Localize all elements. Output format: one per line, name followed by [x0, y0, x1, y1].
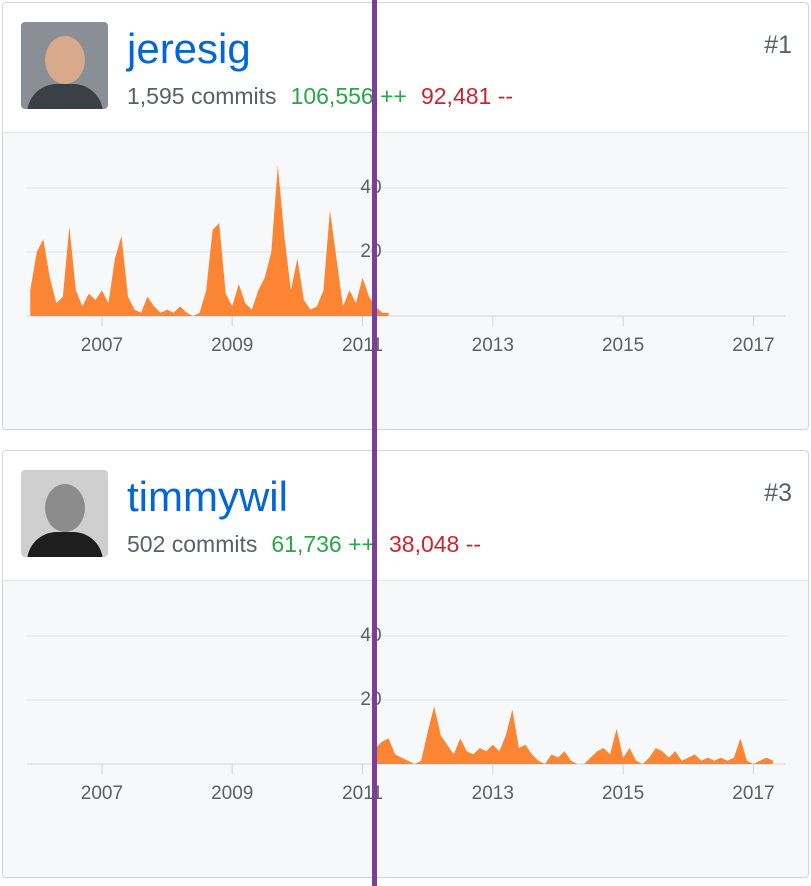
username[interactable]: jeresig [127, 25, 251, 72]
area [30, 165, 389, 316]
deletions: 92,481 -- [420, 83, 514, 109]
x-tick-label: 2009 [211, 335, 253, 356]
avatar-face [45, 484, 85, 532]
contributor-card: timmywil 502 commits 61,736 ++ 38,048 -- #3 2… [2, 450, 809, 878]
x-tick-label: 2013 [472, 335, 514, 356]
x-tick-label: 2017 [732, 335, 774, 356]
y-tick-label: 20 [360, 689, 381, 710]
y-tick-label: 40 [360, 177, 381, 198]
cursor-line [372, 0, 377, 886]
commit-count: 502 commits [127, 531, 258, 557]
y-tick-label: 40 [360, 625, 381, 646]
card-header: jeresig 1,595 commits 106,556 ++ 92,481 -- #… [3, 3, 808, 133]
x-tick-label: 2013 [472, 783, 514, 804]
card-header: timmywil 502 commits 61,736 ++ 38,048 -- #3 [3, 451, 808, 581]
avatar-body [27, 84, 103, 109]
x-tick-label: 2017 [732, 783, 774, 804]
stats: 502 commits 61,736 ++ 38,048 -- [127, 531, 495, 558]
x-tick-label: 2009 [211, 783, 253, 804]
x-tick-label: 2007 [81, 783, 123, 804]
avatar [21, 22, 108, 109]
avatar-body [27, 532, 103, 557]
stats: 1,595 commits 106,556 ++ 92,481 -- [127, 83, 527, 110]
additions: 61,736 ++ [271, 531, 375, 557]
username[interactable]: timmywil [127, 473, 288, 520]
deletions: 38,048 -- [388, 531, 482, 557]
commit-count: 1,595 commits [127, 83, 277, 109]
rank: #3 [764, 479, 792, 507]
x-tick-label: 2015 [602, 335, 644, 356]
x-tick-label: 2007 [81, 335, 123, 356]
area [375, 706, 773, 764]
avatar [21, 470, 108, 557]
rank: #1 [764, 31, 792, 59]
y-tick-label: 20 [360, 241, 381, 262]
avatar-face [45, 36, 85, 84]
additions: 106,556 ++ [290, 83, 407, 109]
x-tick-label: 2015 [602, 783, 644, 804]
contributor-card: jeresig 1,595 commits 106,556 ++ 92,481 -- #… [2, 2, 809, 430]
